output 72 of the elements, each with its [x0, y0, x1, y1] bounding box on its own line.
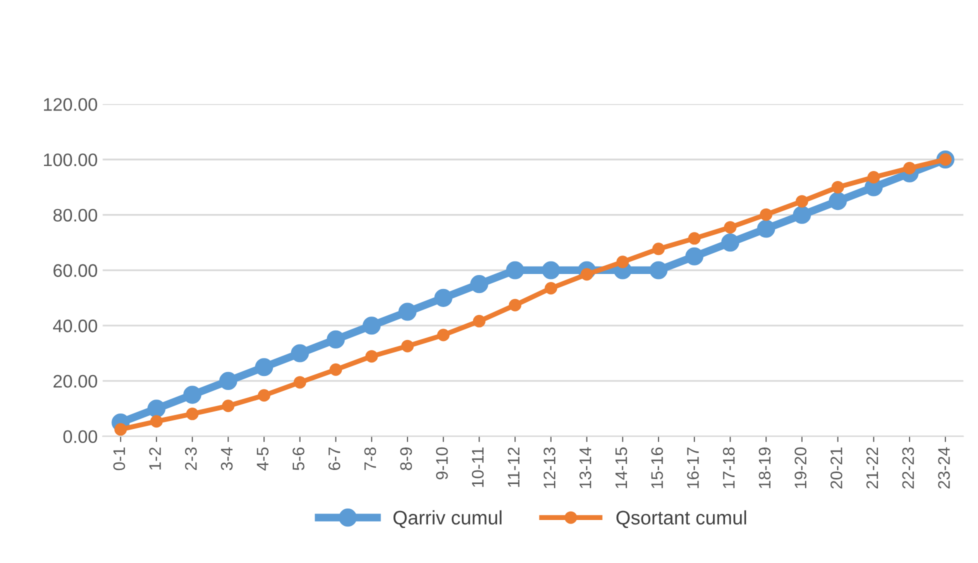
point: [365, 350, 378, 363]
point: [652, 242, 665, 256]
point: [544, 282, 558, 294]
y-tick-label: 100.00: [44, 153, 98, 166]
x-tick-label: 17-18: [722, 447, 735, 488]
x-tick-label: 3-4: [220, 447, 233, 470]
point: [828, 192, 847, 210]
y-tick-label: 80.00: [53, 208, 98, 222]
point: [724, 221, 736, 234]
point: [867, 170, 880, 184]
x-tick-label: 12-13: [544, 447, 556, 488]
x-tick-label: 22-23: [902, 447, 914, 489]
point: [183, 386, 202, 404]
x-tick-label: 9-10: [436, 447, 448, 480]
point: [362, 316, 381, 335]
point: [147, 400, 166, 418]
y-tick-label: 0.00: [63, 430, 98, 444]
point: [721, 234, 740, 252]
y-tick-label: 40.00: [53, 320, 98, 332]
x-tick-label: 7-8: [364, 447, 376, 470]
point: [434, 288, 452, 307]
y-tick-label: 60.00: [54, 264, 98, 277]
x-tick-label: 8-9: [400, 448, 412, 470]
point: [470, 275, 488, 294]
x-tick-label: 16-17: [687, 448, 699, 488]
point: [258, 389, 270, 402]
point: [649, 261, 668, 280]
x-tick-label: 4-5: [256, 447, 269, 470]
x-tick-label: 10-11: [472, 448, 484, 487]
point: [542, 261, 560, 280]
x-tick-label: 20-21: [830, 448, 842, 489]
x-tick-label: 2-3: [185, 447, 197, 470]
point: [832, 180, 844, 194]
x-tick-label: 15-16: [651, 447, 663, 488]
point: [222, 400, 234, 412]
x-tick-label: 18-19: [758, 448, 771, 488]
legend-label: Qsortant cumul: [616, 510, 746, 528]
x-tick-label: 6-7: [328, 448, 340, 470]
x-tick-label: 0-1: [113, 448, 126, 470]
x-tick-label: 11-12: [508, 448, 520, 487]
point: [150, 415, 163, 428]
point: [685, 247, 704, 266]
point: [294, 376, 306, 389]
point: [290, 344, 309, 362]
point: [186, 408, 199, 420]
point: [506, 261, 524, 280]
point: [219, 372, 238, 390]
point: [760, 208, 772, 221]
point: [114, 423, 127, 436]
point: [398, 302, 417, 321]
point: [757, 220, 776, 238]
point: [437, 328, 450, 342]
point: [508, 298, 522, 312]
y-tick-label: 120.00: [44, 98, 98, 111]
x-tick-label: 1-2: [149, 448, 161, 470]
point: [401, 340, 414, 352]
x-tick-label: 14-15: [616, 447, 628, 488]
point: [616, 256, 629, 268]
point: [472, 314, 486, 328]
x-tick-label: 19-20: [794, 447, 806, 488]
point: [255, 358, 274, 376]
point: [796, 195, 808, 208]
point: [792, 206, 811, 224]
x-tick-label: 5-6: [292, 447, 304, 470]
point: [326, 330, 345, 348]
x-tick-label: 13-14: [579, 447, 592, 488]
point: [688, 232, 701, 245]
x-tick-label: 23-24: [938, 447, 950, 489]
x-tick-label: 21-22: [866, 448, 878, 489]
legend-label: Qarriv cumul: [393, 510, 502, 528]
y-tick-label: 20.00: [54, 374, 98, 388]
point: [330, 363, 342, 376]
